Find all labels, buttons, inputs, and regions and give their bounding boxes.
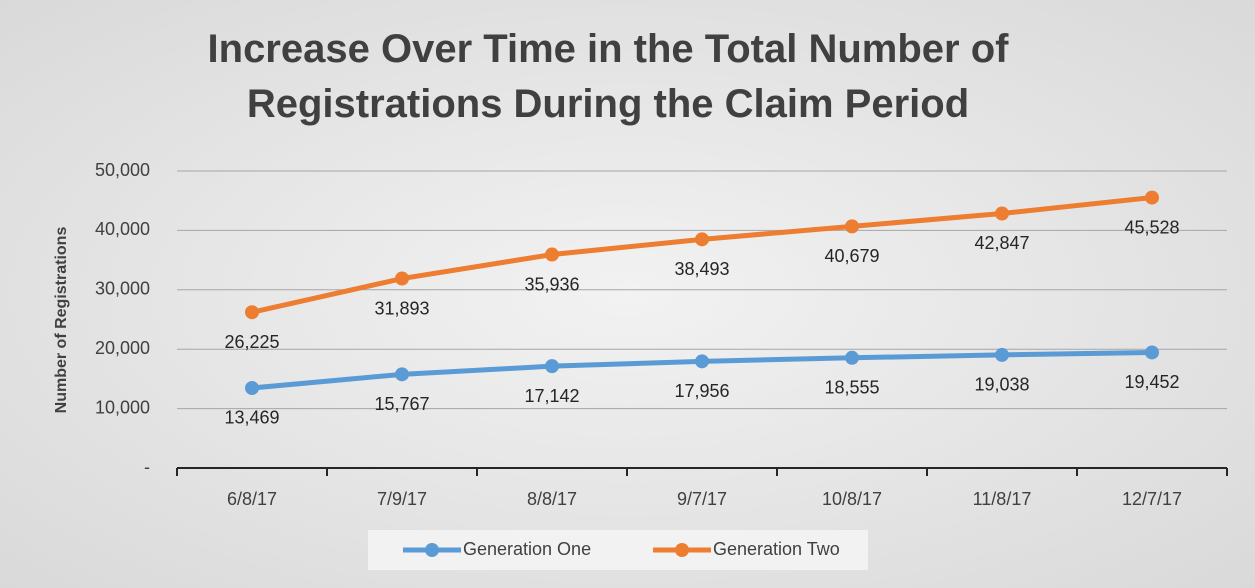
- data-label: 19,452: [1124, 372, 1179, 392]
- data-point: [845, 219, 859, 234]
- y-tick-label: 30,000: [95, 279, 150, 299]
- data-point: [245, 305, 259, 320]
- x-tick-label: 11/8/17: [973, 489, 1032, 509]
- data-point: [695, 232, 709, 247]
- data-label: 17,142: [524, 386, 579, 406]
- data-point: [695, 354, 709, 369]
- data-label: 38,493: [674, 259, 729, 279]
- x-tick-label: 7/9/17: [377, 489, 427, 509]
- y-tick-label: -: [144, 457, 150, 477]
- data-label: 31,893: [374, 298, 429, 318]
- data-label: 19,038: [974, 375, 1029, 395]
- legend-label: Generation Two: [713, 539, 840, 559]
- data-label: 40,679: [824, 246, 879, 266]
- data-label: 18,555: [824, 378, 879, 398]
- data-label: 13,469: [224, 408, 279, 428]
- data-point: [845, 350, 859, 365]
- x-tick-label: 10/8/17: [822, 489, 882, 509]
- data-point: [545, 247, 559, 262]
- data-label: 15,767: [374, 394, 429, 414]
- data-point: [395, 271, 409, 286]
- data-label: 17,956: [674, 381, 729, 401]
- y-tick-label: 20,000: [95, 338, 150, 358]
- data-point: [395, 367, 409, 382]
- data-label: 35,936: [524, 274, 579, 294]
- legend-label: Generation One: [463, 539, 591, 559]
- chart-title: Increase Over Time in the Total Number o…: [207, 27, 1009, 126]
- legend-marker: [425, 543, 439, 557]
- data-label: 45,528: [1124, 217, 1179, 237]
- data-point: [245, 380, 259, 395]
- legend-marker: [675, 543, 689, 557]
- x-tick-label: 12/7/17: [1122, 489, 1182, 509]
- y-tick-label: 10,000: [95, 397, 150, 417]
- data-point: [1145, 190, 1159, 205]
- y-axis-label: Number of Registrations: [53, 227, 70, 414]
- data-point: [1145, 345, 1159, 360]
- x-tick-label: 9/7/17: [677, 489, 727, 509]
- series-line: [251, 195, 1153, 315]
- data-label: 26,225: [224, 332, 279, 352]
- x-tick-label: 6/8/17: [227, 489, 277, 509]
- data-label: 42,847: [974, 233, 1029, 253]
- data-point: [995, 206, 1009, 221]
- y-tick-label: 50,000: [95, 160, 150, 180]
- y-tick-label: 40,000: [95, 219, 150, 239]
- data-point: [995, 347, 1009, 362]
- data-point: [545, 359, 559, 374]
- x-tick-label: 8/8/17: [527, 489, 577, 509]
